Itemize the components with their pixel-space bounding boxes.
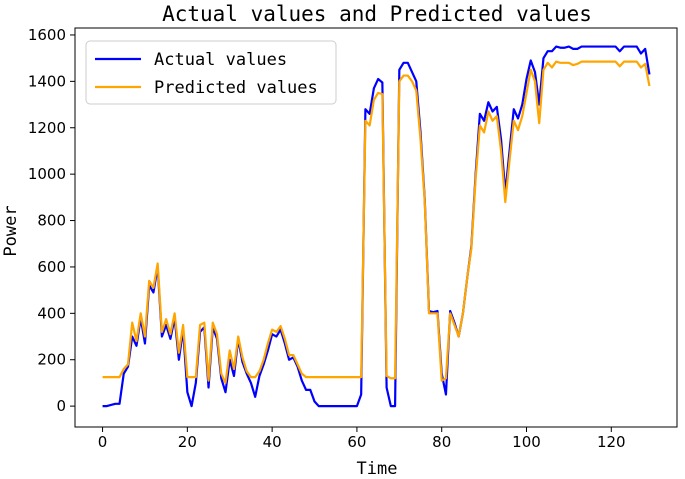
y-tick-label: 200 bbox=[37, 351, 66, 369]
x-tick-label: 60 bbox=[347, 433, 366, 451]
y-tick-label: 600 bbox=[37, 258, 66, 276]
legend: Actual values Predicted values bbox=[85, 40, 337, 105]
y-tick-label: 0 bbox=[56, 397, 66, 415]
x-tick-label: 20 bbox=[178, 433, 197, 451]
y-tick-label: 1600 bbox=[28, 26, 66, 44]
y-tick-label: 1000 bbox=[28, 165, 66, 183]
legend-label-predicted: Predicted values bbox=[154, 78, 318, 98]
legend-label-actual: Actual values bbox=[154, 50, 287, 70]
y-tick-label: 1400 bbox=[28, 72, 66, 90]
y-tick-label: 800 bbox=[37, 212, 66, 230]
y-axis: 0 200 400 600 800 1000 1200 1400 1600 bbox=[28, 26, 75, 415]
series-line-actual bbox=[102, 45, 651, 408]
chart-title: Actual values and Predicted values bbox=[162, 2, 592, 26]
x-tick-label: 80 bbox=[432, 433, 451, 451]
plot-frame bbox=[74, 27, 678, 428]
y-tick-label: 400 bbox=[37, 304, 66, 322]
x-tick-label: 0 bbox=[98, 433, 108, 451]
x-tick-label: 100 bbox=[512, 433, 541, 451]
x-tick-label: 120 bbox=[597, 433, 626, 451]
x-tick-label: 40 bbox=[263, 433, 282, 451]
plot-area bbox=[102, 45, 651, 408]
y-tick-label: 1200 bbox=[28, 119, 66, 137]
x-axis: 0 20 40 60 80 100 120 bbox=[98, 427, 626, 451]
y-axis-label: Power bbox=[1, 205, 21, 256]
legend-box bbox=[85, 40, 337, 105]
x-axis-label: Time bbox=[357, 459, 398, 479]
series-line-predicted bbox=[102, 60, 651, 385]
